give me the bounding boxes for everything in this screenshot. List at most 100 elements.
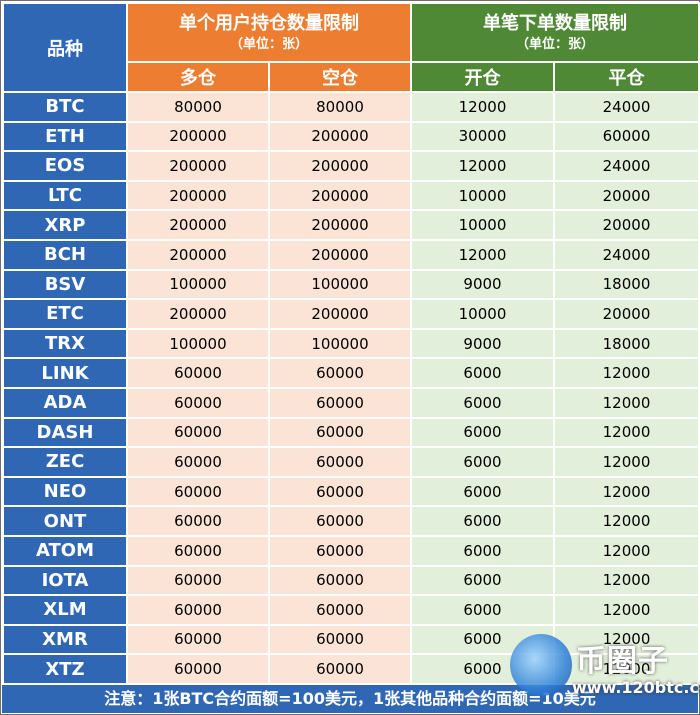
long-cell: 100000	[126, 268, 270, 301]
long-cell: 60000	[126, 505, 270, 537]
open-cell: 6000	[410, 534, 555, 567]
close-cell: 12000	[553, 446, 700, 478]
long-cell: 200000	[126, 120, 270, 153]
table-row: BSV 100000 100000 9000 18000	[2, 268, 700, 301]
contract-limit-table: 品种 单个用户持仓数量限制 （单位：张） 单笔下单数量限制 （单位：张） 多仓 …	[2, 2, 700, 685]
open-cell: 6000	[410, 446, 555, 478]
table-row: ETH 200000 200000 30000 60000	[2, 120, 700, 153]
close-cell: 12000	[553, 505, 700, 537]
order-limit-title: 单笔下单数量限制	[483, 12, 627, 34]
symbol-cell: NEO	[2, 475, 128, 508]
table-row: XLM 60000 60000 6000 12000	[2, 594, 700, 626]
long-cell: 200000	[126, 150, 270, 182]
symbol-cell: ATOM	[2, 534, 128, 567]
long-cell: 60000	[126, 564, 270, 597]
symbol-cell: ETH	[2, 120, 128, 153]
variety-header: 品种	[2, 2, 128, 93]
table-row: XRP 200000 200000 10000 20000	[2, 209, 700, 241]
short-cell: 60000	[268, 564, 412, 597]
table-row: EOS 200000 200000 12000 24000	[2, 150, 700, 182]
symbol-cell: IOTA	[2, 564, 128, 597]
short-cell: 60000	[268, 594, 412, 626]
symbol-cell: ZEC	[2, 446, 128, 478]
table-row: XMR 60000 60000 6000 12000	[2, 623, 700, 656]
short-cell: 200000	[268, 298, 412, 330]
open-cell: 12000	[410, 150, 555, 182]
long-cell: 200000	[126, 209, 270, 241]
symbol-cell: BTC	[2, 91, 128, 123]
open-cell: 10000	[410, 209, 555, 241]
close-header: 平仓	[553, 61, 700, 93]
long-cell: 200000	[126, 179, 270, 212]
position-limit-title: 单个用户持仓数量限制	[179, 12, 359, 34]
close-cell: 24000	[553, 91, 700, 123]
symbol-cell: ADA	[2, 386, 128, 419]
open-cell: 6000	[410, 594, 555, 626]
long-cell: 60000	[126, 653, 270, 685]
symbol-cell: LINK	[2, 357, 128, 389]
short-cell: 200000	[268, 238, 412, 271]
short-cell: 60000	[268, 446, 412, 478]
table-row: BTC 80000 80000 12000 24000	[2, 91, 700, 123]
close-cell: 18000	[553, 327, 700, 360]
short-cell: 60000	[268, 416, 412, 449]
symbol-cell: XMR	[2, 623, 128, 656]
table-row: TRX 100000 100000 9000 18000	[2, 327, 700, 360]
symbol-cell: ONT	[2, 505, 128, 537]
order-limit-unit: （单位：张）	[515, 36, 594, 52]
open-cell: 6000	[410, 386, 555, 419]
long-cell: 200000	[126, 238, 270, 271]
short-cell: 200000	[268, 150, 412, 182]
close-cell: 12000	[553, 534, 700, 567]
open-header: 开仓	[410, 61, 555, 93]
symbol-cell: ETC	[2, 298, 128, 330]
watermark-name: 币圈子	[576, 644, 669, 679]
short-cell: 100000	[268, 327, 412, 360]
table-row: NEO 60000 60000 6000 12000	[2, 475, 700, 508]
open-cell: 6000	[410, 416, 555, 449]
open-cell: 10000	[410, 298, 555, 330]
long-cell: 100000	[126, 327, 270, 360]
table-body: BTC 80000 80000 12000 24000 ETH 200000 200000 30…	[2, 91, 700, 685]
open-cell: 30000	[410, 120, 555, 153]
short-cell: 100000	[268, 268, 412, 301]
open-cell: 12000	[410, 238, 555, 271]
symbol-cell: XRP	[2, 209, 128, 241]
short-cell: 60000	[268, 357, 412, 389]
close-cell: 20000	[553, 298, 700, 330]
close-cell: 24000	[553, 238, 700, 271]
table-row: ETC 200000 200000 10000 20000	[2, 298, 700, 330]
short-cell: 200000	[268, 179, 412, 212]
table-row: ONT 60000 60000 6000 12000	[2, 505, 700, 537]
order-limit-header: 单笔下单数量限制 （单位：张）	[410, 2, 700, 63]
close-cell: 12000	[553, 564, 700, 597]
symbol-cell: XTZ	[2, 653, 128, 685]
open-cell: 6000	[410, 564, 555, 597]
close-cell: 20000	[553, 179, 700, 212]
short-header: 空仓	[268, 61, 412, 93]
symbol-cell: TRX	[2, 327, 128, 360]
long-cell: 60000	[126, 416, 270, 449]
table-row: DASH 60000 60000 6000 12000	[2, 416, 700, 449]
table-row: ATOM 60000 60000 6000 12000	[2, 534, 700, 567]
short-cell: 200000	[268, 209, 412, 241]
open-cell: 12000	[410, 91, 555, 123]
short-cell: 60000	[268, 653, 412, 685]
open-cell: 6000	[410, 475, 555, 508]
open-cell: 9000	[410, 268, 555, 301]
close-cell: 18000	[553, 268, 700, 301]
footer-note: 注意：1张BTC合约面额=100美元，1张其他品种合约面额=10美元	[2, 685, 698, 713]
close-cell: 12000	[553, 416, 700, 449]
close-cell: 12000	[553, 357, 700, 389]
table-row: IOTA 60000 60000 6000 12000	[2, 564, 700, 597]
short-cell: 200000	[268, 120, 412, 153]
short-cell: 80000	[268, 91, 412, 123]
close-cell: 24000	[553, 150, 700, 182]
short-cell: 60000	[268, 386, 412, 419]
open-cell: 6000	[410, 623, 555, 656]
long-cell: 60000	[126, 357, 270, 389]
short-cell: 60000	[268, 505, 412, 537]
long-cell: 60000	[126, 386, 270, 419]
symbol-cell: XLM	[2, 594, 128, 626]
symbol-cell: BCH	[2, 238, 128, 271]
